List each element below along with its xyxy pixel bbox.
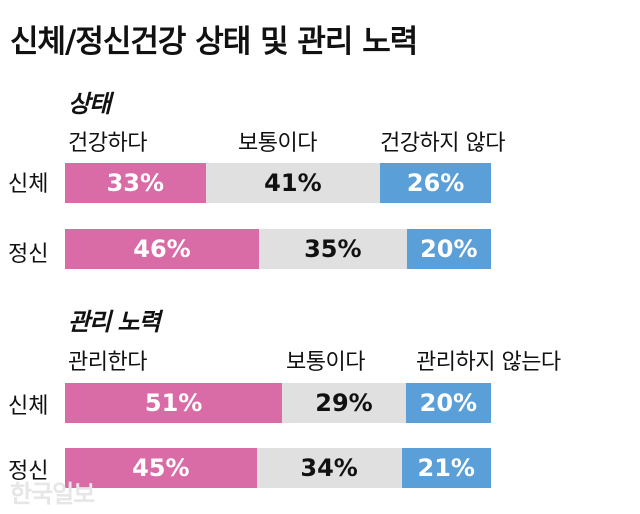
- bar-segment-neutral: 29%: [282, 383, 406, 423]
- row-label-body-status: 신체: [8, 172, 49, 197]
- data-label: 35%: [304, 235, 362, 263]
- legend-healthy: 건강하다: [68, 131, 147, 156]
- data-label: 29%: [315, 389, 373, 417]
- data-label: 33%: [106, 169, 165, 197]
- data-label: 26%: [406, 169, 465, 197]
- legend-manage: 관리한다: [68, 350, 147, 375]
- legend-not-manage: 관리하지 않는다: [416, 350, 561, 375]
- row-label-body-effort: 신체: [8, 394, 49, 419]
- legend-unhealthy: 건강하지 않다: [380, 131, 505, 156]
- data-label: 41%: [264, 169, 322, 197]
- legend-normal: 보통이다: [238, 131, 317, 156]
- bar-segment-neutral: 34%: [256, 448, 402, 488]
- bar-segment-negative: 21%: [401, 448, 491, 488]
- data-label: 21%: [417, 454, 475, 482]
- data-label: 45%: [132, 454, 190, 482]
- section-title-status: 상태: [68, 90, 111, 118]
- bar-mind-status: 46% 35% 20%: [65, 229, 491, 269]
- bar-segment-neutral: 41%: [205, 163, 381, 203]
- bar-mind-effort: 45% 34% 21%: [65, 448, 491, 488]
- bar-segment-negative: 26%: [380, 163, 491, 203]
- bar-segment-positive: 51%: [65, 383, 283, 423]
- data-label: 46%: [133, 235, 191, 263]
- bar-body-status: 33% 41% 26%: [65, 163, 491, 203]
- data-label: 51%: [144, 389, 203, 417]
- bar-segment-positive: 46%: [65, 229, 260, 269]
- section-title-effort: 관리 노력: [68, 308, 161, 336]
- data-label: 34%: [300, 454, 358, 482]
- watermark-logo: 한국일보: [10, 480, 95, 508]
- row-label-mind-effort: 정신: [8, 459, 49, 484]
- bar-segment-negative: 20%: [406, 229, 491, 269]
- bar-body-effort: 51% 29% 20%: [65, 383, 491, 423]
- chart-title: 신체/정신건강 상태 및 관리 노력: [10, 24, 418, 60]
- data-label: 20%: [420, 235, 478, 263]
- bar-segment-positive: 45%: [65, 448, 257, 488]
- bar-segment-positive: 33%: [65, 163, 206, 203]
- bar-segment-negative: 20%: [405, 383, 491, 423]
- data-label: 20%: [419, 389, 478, 417]
- row-label-mind-status: 정신: [8, 242, 49, 267]
- legend-normal-effort: 보통이다: [286, 350, 365, 375]
- bar-segment-neutral: 35%: [259, 229, 407, 269]
